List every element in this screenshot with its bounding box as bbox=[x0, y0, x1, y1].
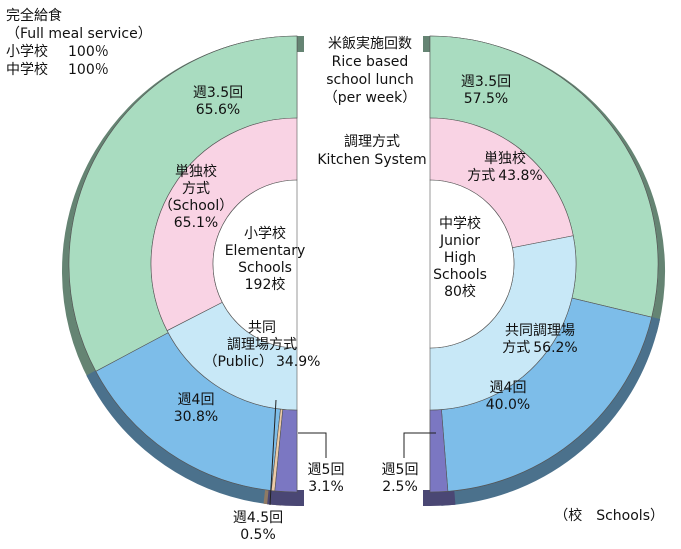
slice-label-part: （School） bbox=[159, 198, 233, 214]
center-label-part: Junior bbox=[439, 233, 480, 249]
center-label-part: 中学校 bbox=[439, 215, 481, 232]
center-label-part: Elementary bbox=[225, 243, 306, 259]
center-label-part: 80校 bbox=[444, 283, 476, 300]
legend-inner: Kitchen System bbox=[317, 152, 426, 168]
leader-line bbox=[269, 399, 277, 506]
slice-label-part: 56.2% bbox=[533, 340, 577, 356]
slice-label-part: 3.1% bbox=[308, 479, 344, 495]
legend-outer: Rice based bbox=[332, 54, 409, 70]
slice-label-part: 40.0% bbox=[486, 397, 530, 413]
center-label-part: High bbox=[444, 250, 476, 266]
slice-label-part: 43.8% bbox=[498, 168, 542, 184]
slice-label-part: 30.8% bbox=[174, 409, 218, 425]
slice-label-part: 週5回 bbox=[382, 462, 419, 478]
header-title: 完全給食 bbox=[6, 7, 62, 24]
slice-label-part: 2.5% bbox=[382, 479, 418, 495]
slice-label: 週5回 3.1% bbox=[308, 462, 345, 495]
center-label-part: 192校 bbox=[245, 276, 286, 293]
slice-label-part: 34.9% bbox=[276, 354, 320, 370]
slice-label-part: 共同 bbox=[248, 320, 276, 336]
header-row-value: 100％ bbox=[68, 44, 109, 60]
header-row-value: 100％ bbox=[68, 62, 109, 78]
slice-label-part: 方式 bbox=[467, 168, 495, 184]
slice-label-part: （Public） bbox=[204, 354, 273, 370]
center-label: 小学校 Elementary Schools 192校 bbox=[225, 225, 306, 293]
legend-outer: （per week） bbox=[324, 90, 417, 106]
slice-label: 単独校方式（School） 65.1% bbox=[159, 163, 233, 231]
slice-label-part: 65.6% bbox=[196, 102, 240, 118]
slice-label: 週3.5回 57.5% bbox=[461, 74, 511, 107]
leader-line bbox=[403, 432, 436, 458]
center-label: 中学校 Junior High Schools 80校 bbox=[433, 215, 487, 300]
header-row-label: 中学校 bbox=[6, 61, 48, 78]
slice-label: 週4回 30.8% bbox=[174, 392, 218, 425]
slice-label: 共同調理場方式 56.2% bbox=[502, 323, 577, 356]
slice-label-part: 週3.5回 bbox=[461, 74, 511, 90]
slice-label: 週4回 40.0% bbox=[486, 380, 530, 413]
hole bbox=[429, 179, 515, 349]
slice-label-part: 0.5% bbox=[240, 527, 276, 543]
slice-label: 週5回 2.5% bbox=[382, 462, 419, 495]
slice-side bbox=[423, 488, 456, 507]
slice-label-part: 共同調理場 bbox=[505, 323, 575, 339]
slice-label-part: 方式 bbox=[502, 340, 530, 356]
unit-note: （校 Schools） bbox=[554, 507, 664, 524]
legend-outer: 米飯実施回数 bbox=[328, 35, 412, 52]
header-row-label: 小学校 bbox=[6, 43, 48, 60]
slice-label-part: 週4回 bbox=[490, 380, 527, 396]
slice-label-part: 65.1% bbox=[174, 215, 218, 231]
slice-label-part: 方式 bbox=[182, 181, 210, 197]
legend-inner: 調理方式 bbox=[344, 134, 400, 150]
center-label-part: Schools bbox=[433, 267, 487, 283]
slice-label-part: 57.5% bbox=[464, 91, 508, 107]
hole bbox=[212, 179, 298, 349]
slice-label: 週4.5回 0.5% bbox=[233, 510, 283, 543]
slice-label-part: 週4回 bbox=[178, 392, 215, 408]
slice-label: 週3.5回 65.6% bbox=[193, 85, 243, 118]
slice-label-part: 単独校 bbox=[484, 150, 526, 167]
header: 完全給食 （Full meal service） 小学校 100％ 中学校 10… bbox=[6, 7, 152, 78]
legend-outer: school lunch bbox=[326, 72, 414, 88]
slice-label-part: 週4.5回 bbox=[233, 510, 283, 526]
slice-label-part: 単独校 bbox=[175, 163, 217, 180]
leader-line bbox=[298, 432, 327, 458]
slice-label-part: 週3.5回 bbox=[193, 85, 243, 101]
slice-label-part: 調理場方式 bbox=[227, 337, 297, 353]
slice-label: 共同調理場方式（Public） 34.9% bbox=[204, 320, 321, 370]
slice-label: 単独校方式 43.8% bbox=[467, 150, 542, 184]
slice-label-part: 週5回 bbox=[308, 462, 345, 478]
slice-side bbox=[267, 488, 304, 507]
center-label-part: 小学校 bbox=[244, 225, 286, 242]
center-label-part: Schools bbox=[238, 260, 292, 276]
header-subtitle: （Full meal service） bbox=[6, 26, 152, 42]
